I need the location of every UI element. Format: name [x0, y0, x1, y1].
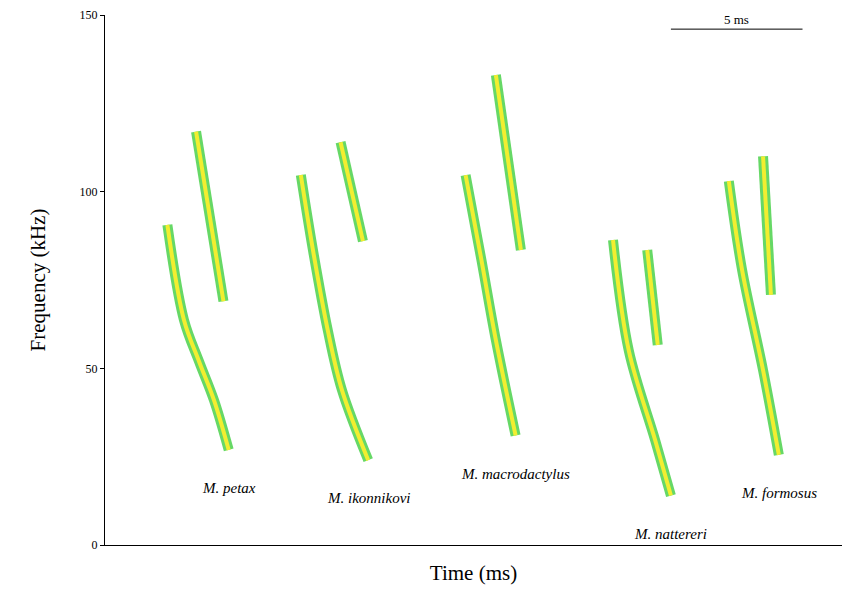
svg-text:M. ikonnikovi: M. ikonnikovi [327, 490, 410, 506]
svg-text:M. formosus: M. formosus [741, 485, 817, 501]
svg-text:150: 150 [80, 8, 98, 22]
svg-text:0: 0 [92, 538, 98, 552]
svg-text:M. petax: M. petax [202, 480, 256, 496]
svg-text:100: 100 [80, 185, 98, 199]
svg-text:M. macrodactylus: M. macrodactylus [461, 466, 570, 482]
svg-text:Frequency (kHz): Frequency (kHz) [26, 209, 50, 352]
svg-text:50: 50 [86, 362, 98, 376]
svg-text:Time (ms): Time (ms) [430, 561, 517, 585]
svg-text:5 ms: 5 ms [724, 12, 749, 27]
svg-text:M. nattereri: M. nattereri [634, 526, 707, 542]
